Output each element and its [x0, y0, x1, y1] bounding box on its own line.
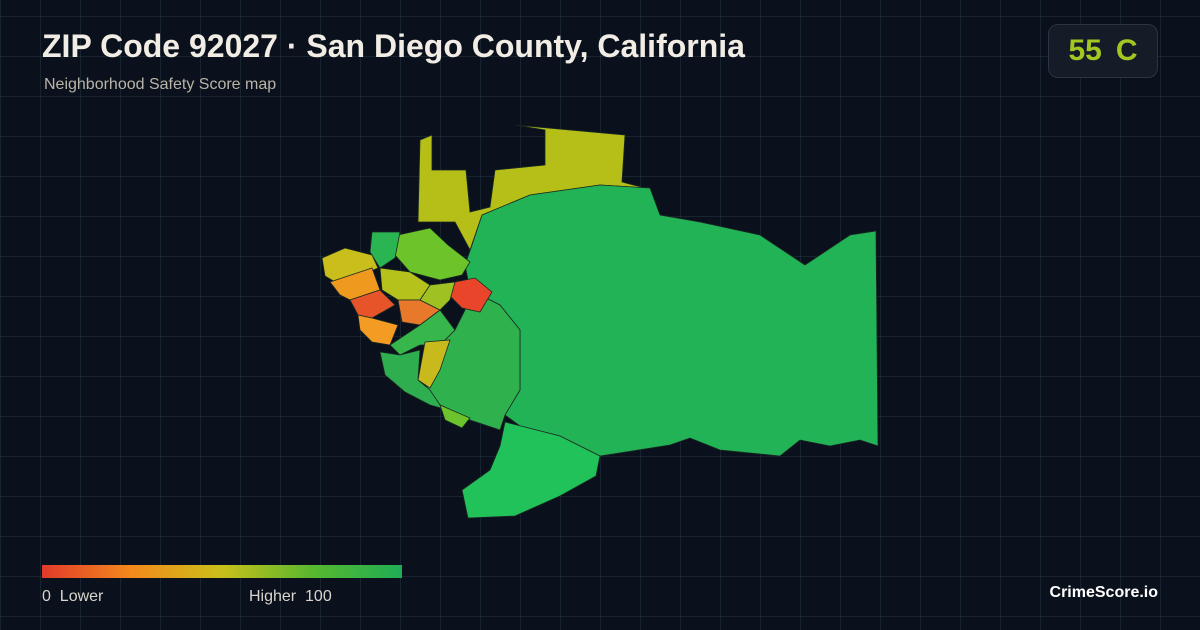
region [357, 314, 399, 346]
region [321, 247, 379, 286]
region [349, 289, 396, 319]
region [417, 339, 451, 389]
region [461, 421, 601, 519]
legend-min-value: 0 [42, 588, 51, 605]
brand: CrimeScore.io [1049, 584, 1158, 601]
region [419, 281, 456, 311]
region [464, 184, 879, 457]
legend-min: 0 Lower [42, 588, 103, 606]
score-value: 55 [1068, 34, 1102, 67]
score-badge: 55 C [1048, 24, 1158, 78]
legend-min-label: Lower [59, 588, 104, 605]
region [439, 404, 471, 429]
legend-max: Higher 100 [249, 588, 332, 606]
legend-gradient [42, 565, 402, 578]
score-grade: C [1115, 34, 1138, 67]
legend-max-label: Higher [249, 588, 297, 605]
region [394, 227, 471, 281]
subtitle: Neighborhood Safety Score map [44, 76, 277, 93]
title: ZIP Code 92027 · San Diego County, Calif… [42, 28, 745, 64]
region [369, 231, 401, 269]
legend-max-value: 100 [305, 588, 332, 605]
